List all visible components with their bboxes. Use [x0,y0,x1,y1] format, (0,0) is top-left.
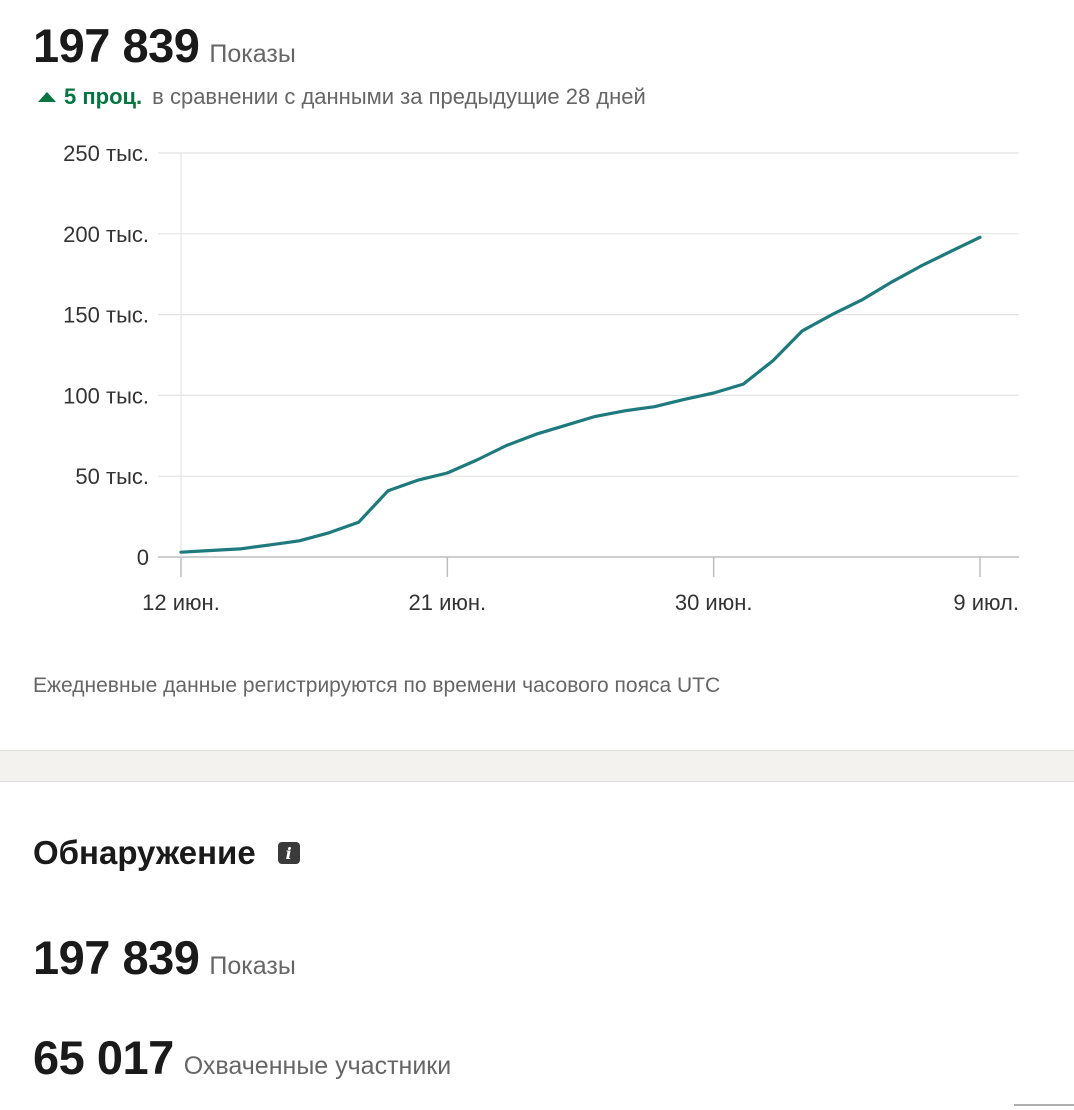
impressions-label: Показы [209,40,296,68]
bottom-edge-line [1014,1104,1074,1106]
x-tick-label: 30 июн. [675,590,753,615]
discovery-impressions-label: Показы [209,952,296,980]
trend-up-icon [38,92,56,102]
members-reached-metric: 65 017 Охваченные участники [33,1030,451,1085]
y-tick-label: 0 [137,545,149,570]
discovery-title: Обнаружение [33,834,256,871]
impressions-panel: 197 839 Показы 5 проц. в сравнении с дан… [0,18,1074,697]
info-icon[interactable]: i [277,842,300,864]
y-tick-label: 150 тыс. [63,303,149,328]
trend-percent: 5 проц. [64,84,143,109]
y-tick-label: 100 тыс. [63,383,149,408]
impressions-value: 197 839 [33,19,200,72]
x-tick-label: 12 июн. [142,590,220,615]
discovery-header: Обнаружение i [33,834,300,872]
y-tick-label: 200 тыс. [63,222,149,247]
section-divider [0,750,1074,782]
x-tick-label: 9 июл. [953,590,1019,615]
trend-comparison: 5 проц. в сравнении с данными за предыду… [38,84,646,110]
timezone-note: Ежедневные данные регистрируются по врем… [33,674,721,697]
y-tick-label: 250 тыс. [63,141,149,166]
trend-description: в сравнении с данными за предыдущие 28 д… [152,84,646,109]
y-tick-label: 50 тыс. [75,464,149,489]
discovery-impressions-value: 197 839 [33,931,200,984]
members-reached-value: 65 017 [33,1031,174,1084]
x-tick-label: 21 июн. [409,590,487,615]
impressions-line-chart[interactable]: 0 50 тыс. 100 тыс. 150 тыс. 200 тыс. 250 тыс.… [0,130,1074,640]
series-line [179,235,982,554]
members-reached-label: Охваченные участники [183,1052,452,1080]
discovery-impressions-metric: 197 839 Показы [33,930,296,985]
impressions-metric: 197 839 Показы [33,18,296,73]
